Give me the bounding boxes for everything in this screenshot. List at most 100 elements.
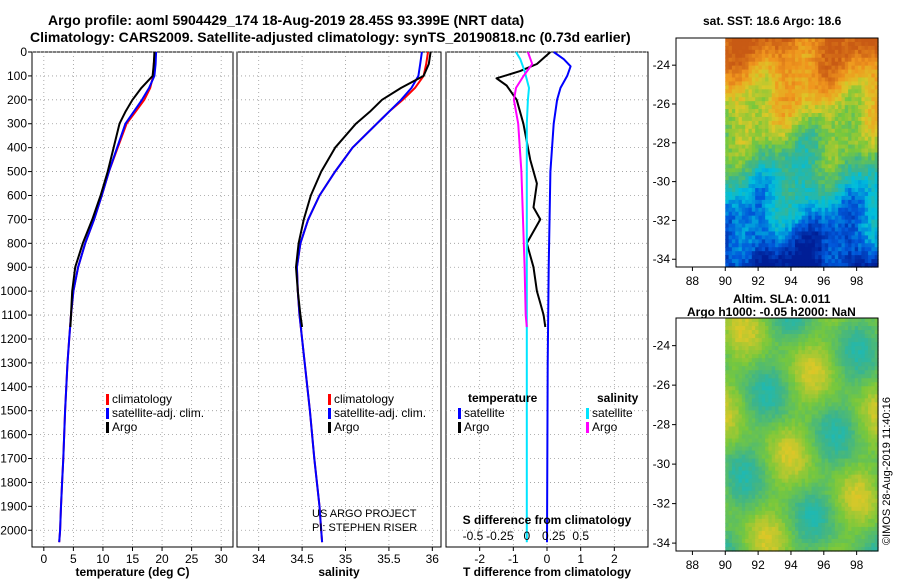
map-cell (788, 160, 793, 165)
map-cell (775, 93, 779, 98)
map-cell (838, 97, 843, 102)
map-cell (755, 362, 760, 367)
map-cell (798, 38, 803, 43)
map-cell (775, 57, 779, 63)
map-cell (814, 458, 819, 464)
map-cell (768, 188, 773, 193)
map-cell (814, 113, 819, 118)
map-cell (844, 124, 849, 130)
map-cell (851, 342, 856, 347)
map-cell (868, 85, 872, 90)
map-cell (741, 132, 746, 138)
map-cell (741, 239, 746, 244)
map-cell (771, 494, 776, 500)
map-cell (861, 85, 866, 90)
map-cell (768, 446, 773, 452)
map-cell (844, 462, 849, 468)
map-cell (755, 450, 760, 456)
map-cell (788, 239, 793, 244)
map-cell (861, 49, 866, 55)
map-cell (831, 140, 836, 146)
map-cell (741, 156, 746, 161)
map-cell (838, 144, 843, 150)
map-cell (848, 69, 853, 75)
map-cell (811, 251, 816, 256)
map-cell (778, 239, 783, 244)
map-cell (814, 255, 819, 260)
map-cell (854, 124, 859, 130)
map-cell (841, 406, 846, 411)
map-cell (824, 65, 829, 71)
map-cell (828, 239, 833, 244)
map-cell (781, 207, 786, 213)
map-cell (821, 247, 826, 252)
map-cell (848, 434, 853, 440)
map-cell (831, 124, 836, 130)
map-cell (725, 462, 730, 468)
map-cell (811, 231, 816, 237)
map-cell (788, 180, 793, 185)
map-cell (804, 105, 809, 110)
map-cell (775, 156, 779, 161)
map-cell (831, 199, 836, 205)
map-cell (811, 430, 816, 436)
map-cell (838, 120, 843, 126)
map-cell (801, 490, 806, 496)
map-cell (758, 105, 763, 110)
map-cell (794, 109, 799, 114)
map-cell (841, 490, 846, 496)
map-cell (854, 398, 859, 403)
map-cell (785, 211, 789, 217)
map-cell (735, 188, 740, 193)
map-cell (874, 152, 879, 158)
map-cell (868, 235, 872, 240)
map-cell (768, 168, 773, 173)
map-cell (794, 152, 799, 158)
map-cell (841, 478, 846, 484)
map-cell (851, 418, 856, 424)
map-cell (751, 338, 756, 343)
map-cell (874, 219, 879, 225)
map-cell (731, 188, 736, 193)
map-cell (871, 247, 876, 252)
map-cell (725, 342, 730, 347)
map-cell (821, 398, 826, 403)
map-cell (768, 434, 773, 440)
map-cell (841, 61, 846, 67)
map-cell (804, 263, 809, 268)
map-cell (848, 263, 853, 268)
map-cell (735, 450, 740, 456)
map-cell (781, 410, 786, 416)
map-cell (864, 466, 869, 472)
map-cell (731, 466, 736, 472)
map-cell (874, 334, 879, 339)
map-cell (788, 482, 793, 488)
map-cell (858, 144, 862, 150)
map-cell (821, 350, 826, 355)
map-cell (874, 338, 879, 343)
map-cell (851, 81, 856, 86)
map-cell (761, 215, 766, 221)
map-cell (738, 172, 743, 177)
legend-salinity-0-label: climatology (334, 392, 394, 406)
map-cell (831, 184, 836, 189)
map-cell (868, 152, 872, 158)
map-cell (791, 450, 796, 456)
map-cell (751, 65, 756, 71)
map-cell (858, 148, 862, 154)
map-cell (871, 382, 876, 387)
map-cell (794, 334, 799, 339)
map-cell (735, 164, 740, 169)
map-cell (751, 235, 756, 240)
map-cell (821, 65, 826, 71)
map-cell (778, 326, 783, 331)
map-cell (778, 120, 783, 126)
map-cell (854, 263, 859, 268)
map-cell (841, 474, 846, 480)
map-cell (788, 426, 793, 432)
map-cell (778, 136, 783, 142)
map-cell (725, 223, 730, 229)
map-cell (858, 57, 862, 63)
map-cell (775, 454, 779, 460)
map-cell (824, 231, 829, 237)
